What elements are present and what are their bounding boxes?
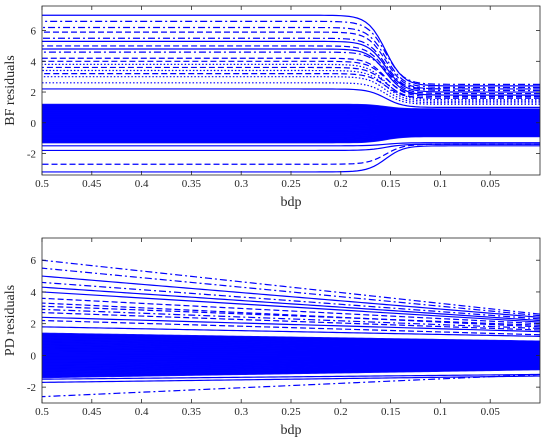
series-line-2 <box>42 275 540 318</box>
x-tick-label: 0.05 <box>481 178 501 190</box>
series-line-9 <box>42 308 540 330</box>
series-line-2 <box>42 26 540 89</box>
y-tick-label: -2 <box>27 148 36 160</box>
series-line-6 <box>42 45 540 95</box>
series-line-0 <box>42 259 540 315</box>
series-lines <box>42 259 540 398</box>
x-tick-label: 0.45 <box>82 178 102 190</box>
x-tick-label: 0.3 <box>234 178 248 190</box>
x-tick-label: 0.15 <box>381 178 401 190</box>
series-lines <box>42 14 540 173</box>
series-line-15 <box>42 375 540 383</box>
series-line-10 <box>42 311 540 331</box>
series-line-8 <box>42 305 540 326</box>
x-tick-label: 0.5 <box>35 178 49 190</box>
x-tick-label: 0.4 <box>135 406 149 418</box>
series-line-20 <box>42 143 540 165</box>
series-line-11 <box>42 63 540 101</box>
series-line-8 <box>42 51 540 90</box>
x-axis-label: bdp <box>281 195 302 210</box>
series-line-10 <box>42 60 540 96</box>
series-line-21 <box>42 145 540 173</box>
series-line-14 <box>42 73 540 99</box>
x-tick-label: 0.2 <box>334 406 348 418</box>
series-line-4 <box>42 286 540 322</box>
y-tick-label: 2 <box>31 319 37 331</box>
y-tick-label: 2 <box>31 87 37 99</box>
series-line-18 <box>42 142 540 147</box>
x-tick-label: 0.35 <box>182 406 202 418</box>
x-tick-label: 0.35 <box>182 178 202 190</box>
y-tick-label: -2 <box>27 382 36 394</box>
x-tick-label: 0.5 <box>35 406 49 418</box>
series-line-0 <box>42 14 540 87</box>
y-tick-label: 6 <box>31 255 37 267</box>
bf-residuals-panel: 0.5 0.45 0.4 0.35 0.3 0.25 0.2 0.15 0.1 0.05 -2 0 2 4… <box>3 5 541 210</box>
y-tick-label: 4 <box>31 56 37 68</box>
x-tick-label: 0.25 <box>281 406 301 418</box>
series-line-14 <box>42 373 540 380</box>
series-line-5 <box>42 291 540 323</box>
series-line-7 <box>42 302 540 328</box>
y-axis-label: PD residuals <box>3 285 18 356</box>
series-line-16 <box>42 373 540 398</box>
series-line-13 <box>42 326 540 337</box>
series-line-5 <box>42 40 540 93</box>
x-tick-label: 0.1 <box>434 178 448 190</box>
y-tick-label: 0 <box>31 118 37 130</box>
x-tick-label: 0.05 <box>481 406 501 418</box>
series-line-1 <box>42 20 540 85</box>
series-line-17 <box>42 88 540 108</box>
x-tick-label: 0.4 <box>135 178 149 190</box>
axes-box <box>41 5 541 176</box>
band-fill <box>42 104 540 143</box>
series-line-6 <box>42 297 540 325</box>
series-line-3 <box>42 31 540 90</box>
x-axis-label: bdp <box>281 423 302 438</box>
series-line-7 <box>42 48 540 96</box>
y-tick-label: 6 <box>31 26 37 38</box>
x-tick-label: 0.3 <box>234 406 248 418</box>
series-line-12 <box>42 319 540 336</box>
series-line-1 <box>42 267 540 317</box>
x-tick-label: 0.15 <box>381 406 401 418</box>
x-tick-label: 0.45 <box>82 406 102 418</box>
series-line-3 <box>42 281 540 320</box>
series-line-19 <box>42 143 540 152</box>
x-tick-label: 0.25 <box>281 178 301 190</box>
band-fill <box>42 333 540 378</box>
y-axis-label: BF residuals <box>3 55 18 125</box>
series-line-13 <box>42 69 540 102</box>
y-tick-label: 4 <box>31 287 37 299</box>
pd-residuals-panel: 0.5 0.45 0.4 0.35 0.3 0.25 0.2 0.15 0.1 0.05 -2 0 2 4… <box>3 237 541 438</box>
y-tick-label: 0 <box>31 350 37 362</box>
series-line-16 <box>42 82 540 105</box>
x-tick-label: 0.2 <box>334 178 348 190</box>
series-line-9 <box>42 57 540 98</box>
series-line-11 <box>42 316 540 333</box>
series-line-15 <box>42 76 540 104</box>
x-tick-label: 0.1 <box>434 406 448 418</box>
